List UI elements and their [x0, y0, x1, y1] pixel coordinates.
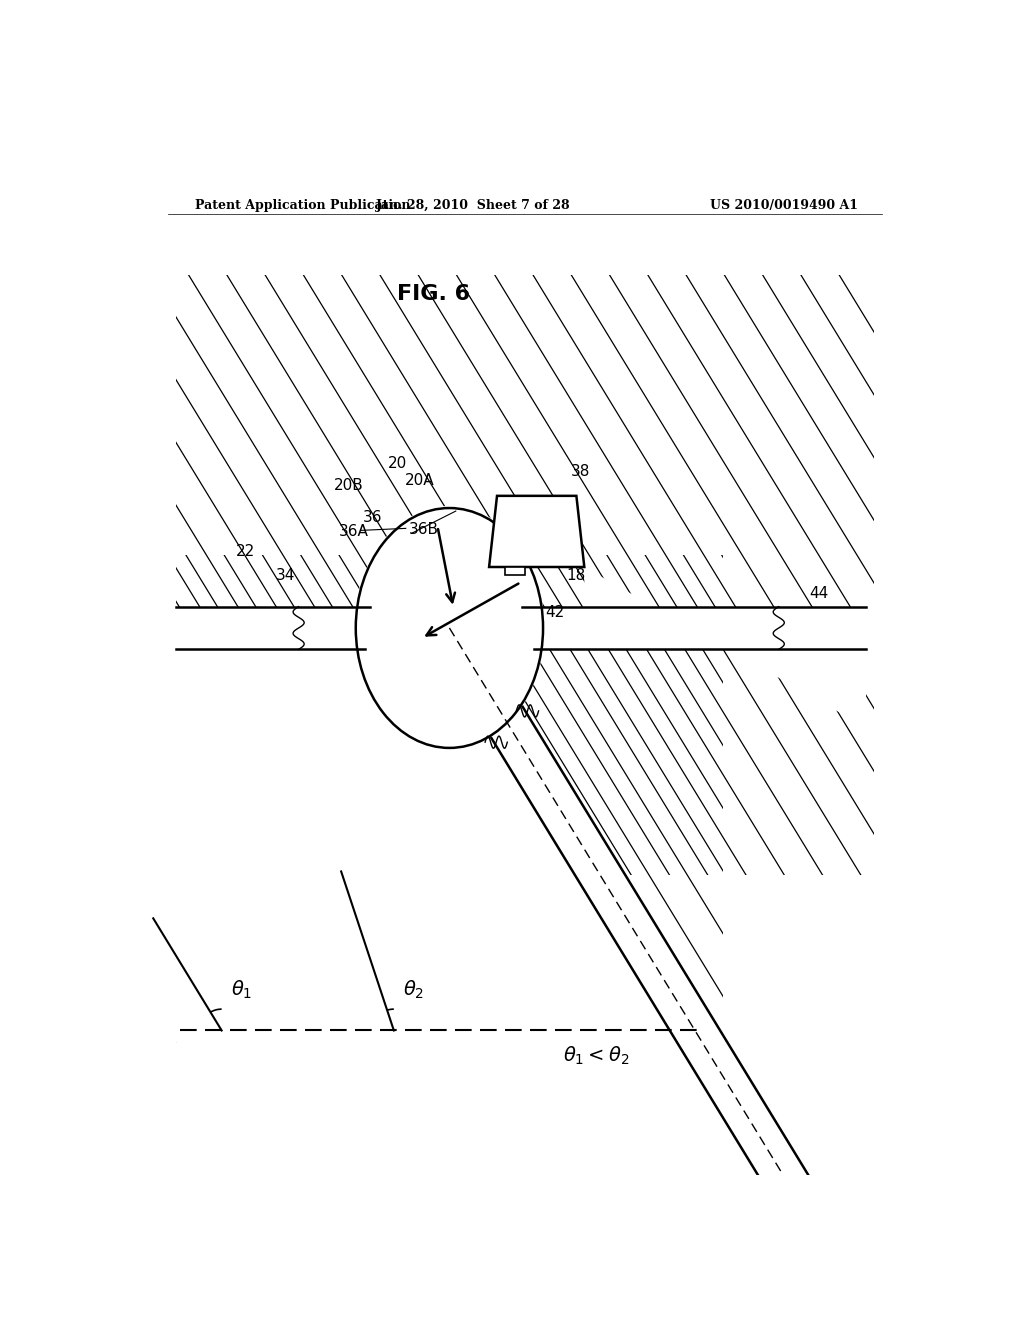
Text: 44: 44 [809, 586, 828, 601]
Text: Patent Application Publication: Patent Application Publication [196, 199, 411, 213]
Text: FIG. 6: FIG. 6 [397, 284, 470, 305]
Polygon shape [505, 568, 524, 576]
Text: 20B: 20B [334, 478, 364, 494]
Polygon shape [489, 496, 585, 568]
Text: 22: 22 [236, 544, 255, 560]
Text: 20A: 20A [406, 473, 435, 488]
Text: 34: 34 [275, 568, 295, 582]
Text: $\theta_2$: $\theta_2$ [403, 978, 424, 1001]
Polygon shape [492, 706, 816, 1218]
Text: 38: 38 [570, 463, 590, 479]
Text: 36A: 36A [339, 524, 369, 539]
Bar [168, 607, 364, 649]
Circle shape [354, 506, 545, 750]
Text: 36: 36 [362, 510, 382, 524]
Text: Jan. 28, 2010  Sheet 7 of 28: Jan. 28, 2010 Sheet 7 of 28 [376, 199, 570, 213]
Text: $\theta_1$: $\theta_1$ [230, 978, 252, 1001]
Polygon shape [176, 649, 816, 1188]
Text: 18: 18 [566, 568, 586, 582]
Polygon shape [543, 568, 866, 727]
Polygon shape [489, 496, 585, 568]
Text: $\theta_1 < \theta_2$: $\theta_1 < \theta_2$ [563, 1044, 630, 1067]
Text: 20: 20 [388, 455, 408, 471]
Polygon shape [489, 649, 784, 1218]
Text: US 2010/0019490 A1: US 2010/0019490 A1 [710, 199, 858, 213]
Text: 42: 42 [546, 606, 564, 620]
Bar [536, 607, 873, 649]
Text: 36B: 36B [409, 521, 439, 537]
